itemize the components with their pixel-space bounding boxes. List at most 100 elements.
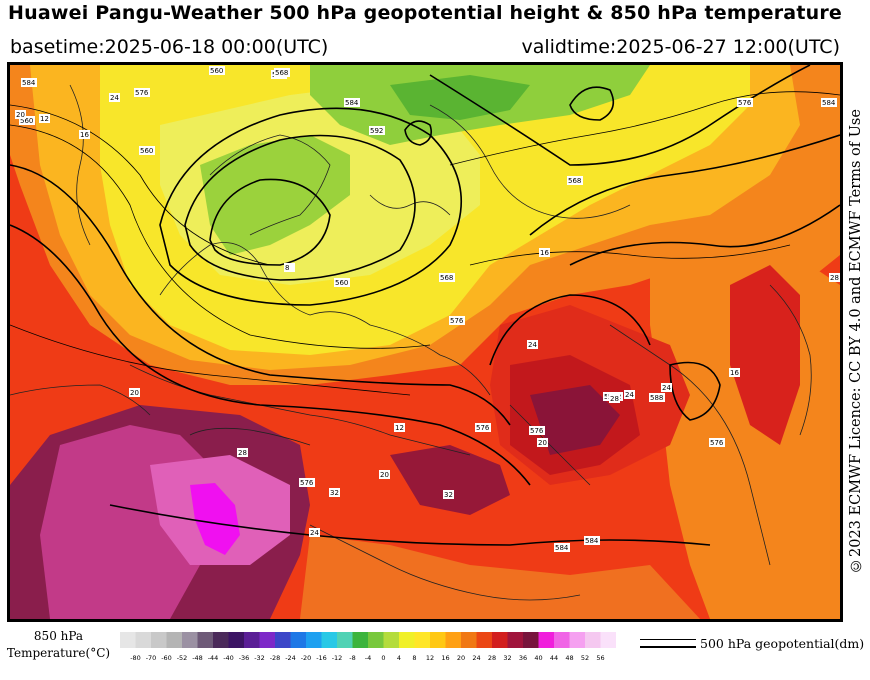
temperature-label-bg [443,490,454,499]
colorbar-swatch [368,632,384,648]
colorbar-tick-label: -8 [349,654,355,662]
geopotential-contours-thin [10,91,840,396]
temperature-label-bg [15,110,26,119]
colorbar-swatch [337,632,353,648]
colorbar-tick-label: -12 [332,654,343,662]
temperature-labels: 12 16 20 24 28 32 20 24 16 28 32 8 12 20 24 24 16 20 28 24 [15,93,840,537]
colorbar-swatch [600,632,616,648]
contour-label-bg [369,126,385,135]
colorbar-tick-label: -32 [254,654,265,662]
colorbar-swatch [461,632,477,648]
contour-label: 576 [738,99,752,107]
contour-label-bg [299,478,315,487]
temperature-label-bg [329,488,340,497]
contour-label: 568 [275,69,288,77]
temperature-label: 20 [130,389,139,397]
contour-label: 568 [568,177,581,185]
temperature-label-bg [539,248,550,257]
contour-legend-line [640,638,696,648]
colorbar-tick-label: 16 [441,654,449,662]
temperature-label-bg [537,438,548,447]
contour-label: 576 [300,479,314,487]
temperature-label: 20 [16,111,25,119]
contour-label: 576 [476,424,490,432]
contour-label-bg [439,273,455,282]
temperature-label-bg [394,423,405,432]
temperature-label: 8 [285,264,289,272]
contour-label: 560 [335,279,348,287]
colorbar-swatch [290,632,306,648]
temperature-label-bg [109,93,120,102]
temperature-label: 12 [395,424,404,432]
contour-label: 560 [140,147,153,155]
colorbar-tick-label: -28 [270,654,281,662]
colorbar-swatch [383,632,399,648]
colorbar-swatch [182,632,198,648]
contour-label: 588 [650,394,663,402]
temp-zone-maroon-asia [530,385,620,455]
temperature-label-bg [309,528,320,537]
contour-label-bg [709,438,725,447]
contour-label: 560 [210,67,223,75]
temp-zone-magenta-core [190,483,240,555]
temperature-label: 32 [330,489,339,497]
temperature-label: 12 [40,115,49,123]
colorbar-swatch [275,632,291,648]
contour-legend: 500 hPa geopotential(dm) [640,634,864,652]
temperature-colorbar: -80 -70 -60 -52 -48 -44 -40 -36 -32 -28 -24 -20 -16-… [120,632,616,662]
colorbar-tick-label: -52 [177,654,188,662]
contour-label: 584 [822,99,836,107]
colorbar-tick-label: -4 [365,654,371,662]
contour-label: 576 [710,439,724,447]
contour-labels: 5605685765845925605765765925685765845605… [19,66,837,552]
colorbar-tick-label: 36 [519,654,527,662]
temperature-label-bg [379,470,390,479]
contour-label: 584 [345,99,359,107]
contour-label: 560 [20,117,33,125]
contour-label-bg [567,176,583,185]
colorbar-tick-label: 8 [412,654,416,662]
temperature-label-bg [39,114,50,123]
colorbar-tick-label: 4 [397,654,401,662]
colorbar-swatch [213,632,229,648]
colorbar-swatch [414,632,430,648]
colorbar-swatch [151,632,167,648]
colorbar-tick-label: -20 [301,654,312,662]
colorbar-tick-label: 52 [581,654,589,662]
contour-label: 584 [585,537,599,545]
contour-label-bg [449,316,465,325]
colorbar-tick-label: -44 [208,654,219,662]
temperature-label: 20 [538,439,547,447]
contour-label-bg [584,536,600,545]
colorbar-swatch [306,632,322,648]
colorbar-tick-label: 12 [426,654,434,662]
temperature-label-bg [609,394,620,403]
colorbar-swatch [135,632,151,648]
colorbar-tick-label: -80 [130,654,141,662]
colorbar-tick-label: 0 [381,654,385,662]
colorbar-swatch [554,632,570,648]
temperature-label-bg [237,448,248,457]
contour-label-bg [274,68,290,77]
temperature-label-bg [624,390,635,399]
colorbar-label: 850 hPa Temperature(°C) [6,628,111,662]
colorbar-swatch [120,632,136,648]
contour-label: 576 [530,427,544,435]
temperature-label: 24 [662,384,671,392]
temp-zone-maroon-central [390,445,510,515]
contour-label-bg [134,88,150,97]
colorbar-swatch [352,632,368,648]
colorbar-swatch [585,632,601,648]
colorbar-swatch [492,632,508,648]
temperature-label: 24 [528,341,537,349]
temperature-label: 16 [80,131,89,139]
colorbar-swatch [538,632,554,648]
weather-map[interactable]: 5605685765845925605765765925685765845605… [7,62,843,622]
licence-text: ©2023 ECMWF Licence: CC BY 4.0 and ECMWF… [848,109,864,573]
colorbar-swatch [228,632,244,648]
contour-label-bg [344,98,360,107]
chart-title: Huawei Pangu-Weather 500 hPa geopotentia… [8,2,842,24]
validtime-label: validtime:2025-06-27 12:00(UTC) [521,36,840,58]
colorbar-swatch [321,632,337,648]
temperature-label: 20 [380,471,389,479]
